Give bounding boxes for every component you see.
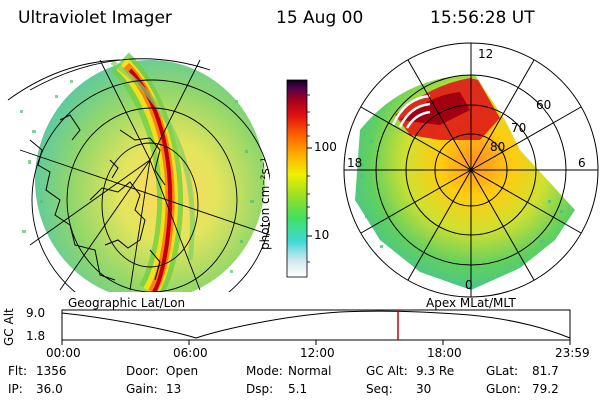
flt-value: 1356 <box>36 364 67 378</box>
time-tick-1200: 12:00 <box>300 346 335 360</box>
time-tick-1800: 18:00 <box>427 346 462 360</box>
altitude-ytick-bottom: 1.8 <box>26 329 46 343</box>
polar-grid <box>343 42 599 298</box>
mlt-label-18: 18 <box>347 156 363 170</box>
flt-label: Flt: <box>8 364 27 378</box>
glat-value: 81.7 <box>532 364 559 378</box>
seq-value: 30 <box>416 382 432 396</box>
ip-label: IP: <box>8 382 23 396</box>
time-tick-0600: 06:00 <box>173 346 208 360</box>
dsp-label: Dsp: <box>246 382 274 396</box>
geo-panel-label: Geographic Lat/Lon <box>68 296 186 310</box>
lat-label-80: 80 <box>490 140 506 154</box>
time-tick-0000: 00:00 <box>46 346 81 360</box>
colorbar-tick-10: 10 <box>314 228 330 242</box>
time-label: 15:56:28 UT <box>430 8 535 28</box>
geographic-image <box>19 52 270 292</box>
altitude-ytick-top: 9.0 <box>26 306 46 320</box>
door-value: Open <box>166 364 199 378</box>
gain-label: Gain: <box>126 382 158 396</box>
gain-value: 13 <box>166 382 182 396</box>
polar-panel-label: Apex MLat/MLT <box>426 296 516 310</box>
mode-label: Mode: <box>246 364 283 378</box>
date-label: 15 Aug 00 <box>276 8 364 28</box>
lat-label-60: 60 <box>536 98 552 112</box>
seq-label: Seq: <box>366 382 393 396</box>
glon-value: 79.2 <box>532 382 559 396</box>
glon-label: GLon: <box>486 382 521 396</box>
lat-label-70: 70 <box>511 121 527 135</box>
door-label: Door: <box>126 364 159 378</box>
gcalt-value: 9.3 Re <box>416 364 455 378</box>
gcalt-label: GC Alt: <box>366 364 408 378</box>
colorbar-tick-100: 100 <box>314 140 337 154</box>
mlt-label-6: 6 <box>578 156 586 170</box>
altitude-ylabel: GC Alt <box>2 308 16 346</box>
glat-label: GLat: <box>486 364 519 378</box>
instrument-title: Ultraviolet Imager <box>18 8 172 28</box>
dsp-value: 5.1 <box>288 382 308 396</box>
colorbar-unit-label: photon cm⁻²s⁻¹ <box>258 157 272 250</box>
limb-arc <box>7 59 121 101</box>
mlt-label-12: 12 <box>478 47 494 61</box>
altitude-plot <box>61 309 571 345</box>
time-tick-2359: 23:59 <box>555 346 590 360</box>
ip-value: 36.0 <box>36 382 63 396</box>
mlt-label-0: 0 <box>465 278 473 292</box>
color-bar <box>286 79 312 278</box>
mode-value: Normal <box>288 364 332 378</box>
